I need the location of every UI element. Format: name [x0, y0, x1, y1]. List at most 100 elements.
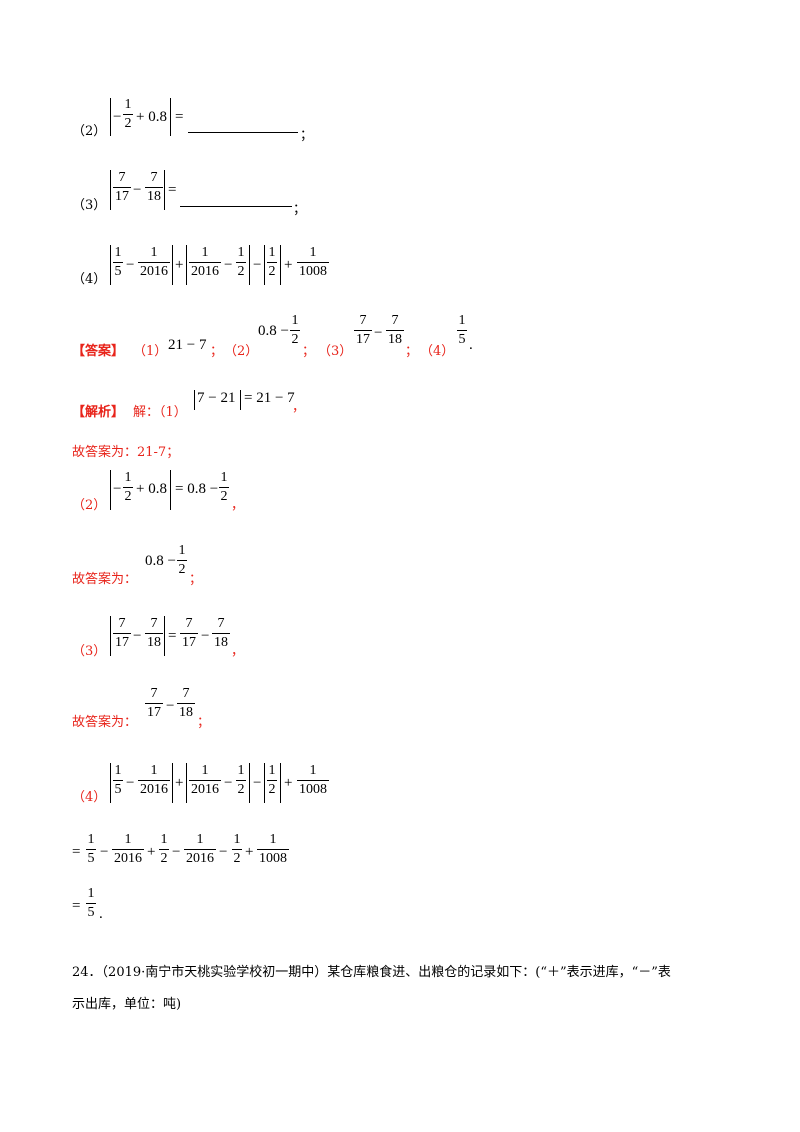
numerator: 1: [237, 245, 245, 260]
numerator: 7: [118, 616, 126, 631]
question-24-line-2: 示出库，单位：吨): [72, 997, 182, 1012]
denominator: 2016: [186, 851, 214, 866]
minus-sign: −: [126, 775, 135, 791]
abs-bar: [172, 245, 173, 285]
minus-sign: −: [224, 775, 233, 791]
answer-1-label: （1）: [133, 344, 168, 359]
denominator: 2: [268, 264, 276, 279]
answer-end: .: [469, 337, 473, 353]
fraction-7-17: 7 17: [180, 616, 198, 651]
abs-bar: [249, 763, 250, 803]
abs-bar: [110, 245, 111, 285]
comma: ，: [292, 400, 306, 415]
problem-4-label: （4）: [72, 272, 107, 287]
denominator: 2: [220, 489, 228, 504]
analysis-4-label: （4）: [72, 790, 107, 805]
denominator: 2016: [140, 782, 168, 797]
denominator: 2016: [191, 782, 219, 797]
numerator: 7: [118, 170, 126, 185]
minus-sign: −: [166, 698, 175, 714]
problem-2-label: （2）: [72, 124, 107, 139]
answer-3-label: （3）: [318, 344, 353, 359]
abs-bar-right: [164, 616, 165, 656]
abs-bar: [186, 245, 187, 285]
answer-2-08: 0.8 −: [258, 323, 289, 339]
numerator: 1: [114, 763, 122, 778]
fraction-7-18: 7 18: [177, 686, 195, 721]
numerator: 1: [201, 763, 209, 778]
result-end: .: [99, 906, 103, 922]
abs-bar-right: [170, 470, 171, 510]
abs-bar: [194, 390, 195, 410]
comma: ，: [231, 498, 245, 513]
numerator: 1: [178, 543, 186, 558]
plus-sign: +: [175, 775, 184, 791]
minus-sign: −: [219, 844, 228, 860]
denominator: 18: [179, 705, 193, 720]
denominator: 17: [115, 189, 129, 204]
denominator: 1008: [299, 782, 327, 797]
numerator: 1: [291, 313, 299, 328]
fraction-1-1008: 1 1008: [297, 245, 329, 280]
minus-sign: −: [172, 844, 181, 860]
abs-bar: [280, 245, 281, 285]
minus-sign: −: [133, 182, 142, 198]
comma: ，: [231, 644, 245, 659]
denominator: 2: [237, 264, 245, 279]
equals-sign: =: [168, 628, 177, 644]
denominator: 2016: [114, 851, 142, 866]
minus-sign: −: [113, 109, 122, 125]
numerator: 7: [150, 616, 158, 631]
abs-bar: [240, 390, 241, 410]
question-24-line-1: 24．（2019·南宁市天桃实验学校初一期中）某仓库粮食进、出粮仓的记录如下：(…: [72, 965, 671, 980]
abs-expression: 7 − 21: [197, 390, 236, 406]
numerator: 7: [182, 686, 190, 701]
denominator: 18: [214, 635, 228, 650]
numerator: 1: [309, 245, 317, 260]
answer-blank-2[interactable]: [188, 122, 298, 133]
minus-sign: −: [113, 481, 122, 497]
denominator: 5: [114, 264, 122, 279]
analysis-2-label: （2）: [72, 498, 107, 513]
denominator: 2: [124, 116, 132, 131]
denominator: 2: [291, 332, 299, 347]
fraction-1-1008: 1 1008: [257, 832, 289, 867]
answer-2-08: 0.8 −: [145, 553, 176, 569]
minus-sign: −: [224, 257, 233, 273]
numerator: 7: [359, 313, 367, 328]
abs-bar: [186, 763, 187, 803]
minus-sign: −: [253, 775, 262, 791]
abs-bar-left: [110, 470, 111, 510]
equals-sign: =: [72, 844, 81, 860]
plus-08: + 0.8: [136, 481, 167, 497]
denominator: 18: [147, 189, 161, 204]
answer-blank-3[interactable]: [180, 196, 292, 207]
denominator: 17: [115, 635, 129, 650]
numerator: 1: [150, 763, 158, 778]
equals-sign: =: [175, 109, 184, 125]
answer-2-label: （2）: [224, 344, 259, 359]
denominator: 2: [237, 782, 245, 797]
numerator: 1: [124, 470, 132, 485]
numerator: 1: [124, 97, 132, 112]
denominator: 17: [356, 332, 370, 347]
abs-bar: [110, 763, 111, 803]
semicolon: ；: [293, 202, 307, 217]
plus-sign: +: [284, 257, 293, 273]
problem-3-label: （3）: [72, 198, 107, 213]
answer-1-value: 21 − 7: [168, 337, 207, 353]
fraction-7-17: 7 17: [113, 616, 131, 651]
fraction-1-2016: 1 2016: [112, 832, 144, 867]
fraction-7-17: 7 17: [145, 686, 163, 721]
answer-statement-1: 故答案为：21-7；: [72, 445, 180, 460]
plus-sign: +: [245, 844, 254, 860]
